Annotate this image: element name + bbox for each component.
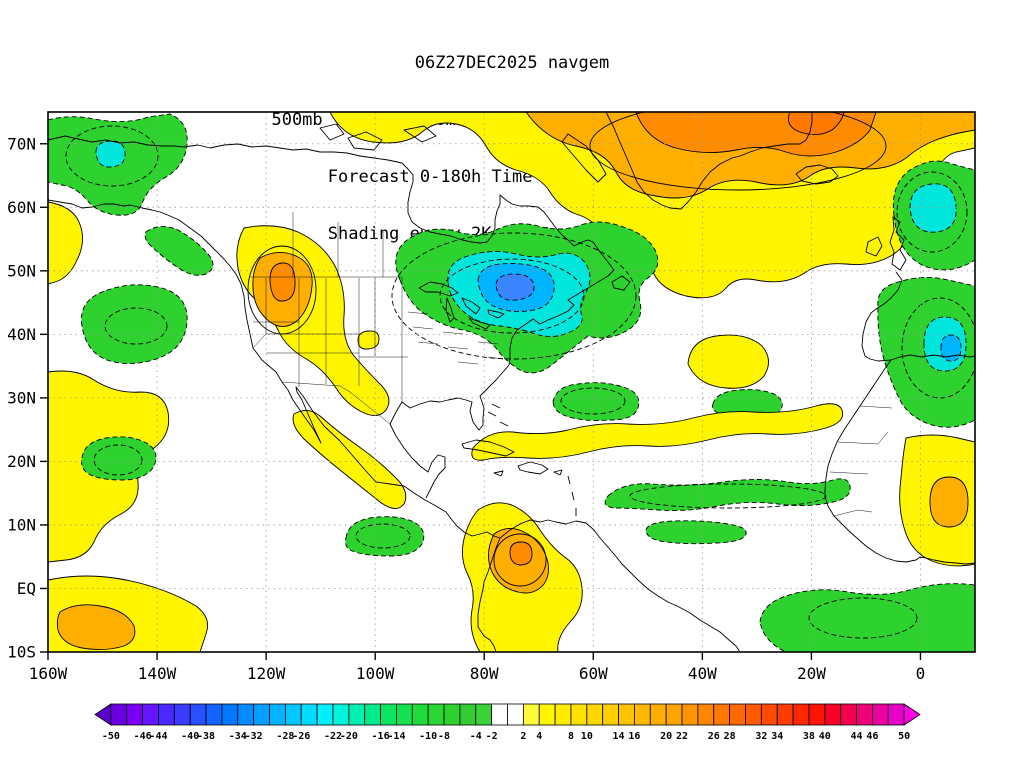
svg-text:-32: -32 [245, 731, 263, 742]
svg-text:-50: -50 [102, 731, 120, 742]
svg-text:-2: -2 [486, 731, 498, 742]
svg-text:100W: 100W [356, 664, 395, 683]
svg-text:14: 14 [613, 731, 625, 742]
svg-text:38: 38 [803, 731, 815, 742]
svg-text:-20: -20 [340, 731, 358, 742]
svg-text:2: 2 [520, 731, 526, 742]
svg-text:46: 46 [866, 731, 878, 742]
svg-text:20: 20 [660, 731, 672, 742]
svg-text:-4: -4 [470, 731, 482, 742]
svg-text:20W: 20W [797, 664, 826, 683]
svg-text:-38: -38 [197, 731, 215, 742]
colorbar-figure: -50 -46 -44 -40 -38 -34 -32 -28 -26 -22 -20 -16 -14-… [60, 700, 964, 760]
svg-text:60N: 60N [7, 198, 36, 217]
svg-text:-16: -16 [372, 731, 390, 742]
svg-text:10N: 10N [7, 515, 36, 534]
svg-text:32: 32 [755, 731, 767, 742]
map-figure: 70N 60N 50N 40N 30N 20N 10N EQ 10S 160W 140W 120W 10… [0, 100, 1024, 720]
svg-text:50N: 50N [7, 261, 36, 280]
svg-text:16: 16 [628, 731, 640, 742]
svg-text:10: 10 [581, 731, 593, 742]
svg-text:80W: 80W [470, 664, 499, 683]
svg-text:-46: -46 [134, 731, 152, 742]
svg-text:10S: 10S [7, 643, 36, 662]
svg-text:EQ: EQ [17, 579, 36, 598]
svg-text:8: 8 [568, 731, 574, 742]
svg-text:-14: -14 [387, 731, 405, 742]
svg-text:34: 34 [771, 731, 783, 742]
svg-text:-44: -44 [149, 731, 167, 742]
svg-text:40N: 40N [7, 325, 36, 344]
svg-text:60W: 60W [579, 664, 608, 683]
svg-text:0: 0 [916, 664, 926, 683]
svg-text:26: 26 [708, 731, 720, 742]
svg-text:4: 4 [536, 731, 542, 742]
svg-text:160W: 160W [29, 664, 68, 683]
svg-text:-8: -8 [438, 731, 450, 742]
map-svg: 70N 60N 50N 40N 30N 20N 10N EQ 10S 160W 140W 120W 10… [7, 111, 976, 683]
svg-text:20N: 20N [7, 452, 36, 471]
svg-text:44: 44 [851, 731, 863, 742]
svg-text:140W: 140W [138, 664, 177, 683]
svg-text:-34: -34 [229, 731, 247, 742]
svg-text:120W: 120W [247, 664, 286, 683]
svg-text:50: 50 [898, 731, 910, 742]
svg-text:28: 28 [724, 731, 736, 742]
svg-text:30N: 30N [7, 388, 36, 407]
svg-text:22: 22 [676, 731, 688, 742]
colorbar-svg: -50 -46-44 -40-38 -34-32 -28-26 -22-20 -16-14-… [94, 703, 921, 742]
title-run-line: 06Z27DEC2025 navgem [414, 53, 610, 73]
svg-text:-28: -28 [276, 731, 294, 742]
svg-text:-22: -22 [324, 731, 342, 742]
svg-text:40W: 40W [688, 664, 717, 683]
svg-text:40: 40 [819, 731, 831, 742]
svg-text:-26: -26 [292, 731, 310, 742]
svg-text:70N: 70N [7, 134, 36, 153]
svg-text:-10: -10 [419, 731, 437, 742]
svg-text:-40: -40 [181, 731, 199, 742]
